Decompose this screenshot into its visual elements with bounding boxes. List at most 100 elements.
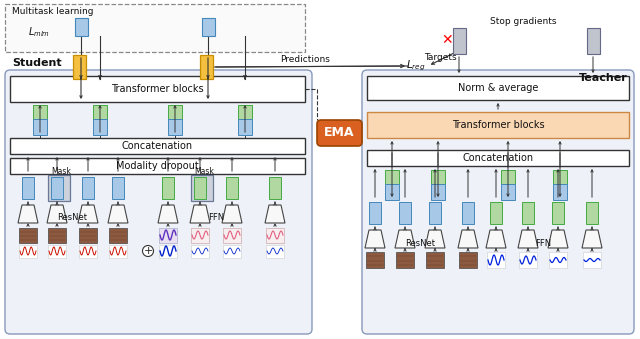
Bar: [93, 105, 107, 119]
Polygon shape: [548, 230, 568, 248]
Bar: [238, 105, 252, 119]
Bar: [75, 18, 88, 36]
Polygon shape: [190, 205, 210, 223]
Bar: [223, 245, 241, 258]
Bar: [462, 202, 474, 224]
Text: Stop gradients: Stop gradients: [490, 18, 557, 26]
Bar: [22, 177, 34, 199]
Text: FFN: FFN: [535, 239, 551, 248]
Bar: [48, 228, 66, 243]
Polygon shape: [78, 205, 98, 223]
Text: +: +: [143, 246, 153, 257]
Bar: [522, 202, 534, 224]
Bar: [162, 177, 174, 199]
Bar: [48, 175, 70, 201]
Polygon shape: [47, 205, 67, 223]
Bar: [552, 202, 564, 224]
Bar: [109, 245, 127, 258]
Text: Student: Student: [12, 58, 61, 68]
Polygon shape: [395, 230, 415, 248]
Bar: [366, 252, 384, 268]
Text: Mask: Mask: [194, 167, 214, 177]
Bar: [191, 175, 213, 201]
Bar: [168, 119, 182, 135]
Text: Multitask learning: Multitask learning: [12, 6, 93, 16]
Bar: [549, 252, 567, 268]
Bar: [367, 76, 629, 100]
Bar: [385, 184, 399, 200]
Polygon shape: [486, 230, 506, 248]
Polygon shape: [365, 230, 385, 248]
Polygon shape: [222, 205, 242, 223]
Text: ResNet: ResNet: [57, 214, 87, 222]
Text: Concatenation: Concatenation: [463, 153, 534, 163]
Bar: [194, 177, 206, 199]
Bar: [223, 228, 241, 243]
Bar: [553, 170, 567, 184]
Polygon shape: [425, 230, 445, 248]
Bar: [48, 245, 66, 258]
Bar: [431, 184, 445, 200]
Bar: [269, 177, 281, 199]
Text: Mask: Mask: [51, 167, 71, 177]
Bar: [385, 170, 399, 184]
Bar: [266, 245, 284, 258]
Text: Modality dropout: Modality dropout: [116, 161, 198, 171]
Bar: [10, 138, 305, 154]
Bar: [168, 105, 182, 119]
Text: Teacher: Teacher: [579, 73, 628, 83]
Bar: [191, 228, 209, 243]
Bar: [490, 202, 502, 224]
Polygon shape: [18, 205, 38, 223]
Bar: [82, 177, 94, 199]
Bar: [200, 55, 213, 79]
Bar: [73, 55, 86, 79]
Bar: [459, 252, 477, 268]
Polygon shape: [458, 230, 478, 248]
Bar: [93, 119, 107, 135]
Bar: [583, 252, 601, 268]
Polygon shape: [582, 230, 602, 248]
Bar: [429, 202, 441, 224]
Text: FFN: FFN: [208, 214, 224, 222]
Bar: [396, 252, 414, 268]
Bar: [33, 119, 47, 135]
Bar: [367, 150, 629, 166]
Bar: [79, 245, 97, 258]
Bar: [399, 202, 411, 224]
FancyBboxPatch shape: [362, 70, 634, 334]
Text: Targets: Targets: [424, 54, 456, 62]
Circle shape: [143, 245, 154, 257]
Text: Transformer blocks: Transformer blocks: [111, 84, 204, 94]
Text: Norm & average: Norm & average: [458, 83, 538, 93]
Bar: [202, 18, 215, 36]
Bar: [5, 4, 305, 52]
Polygon shape: [158, 205, 178, 223]
Bar: [519, 252, 537, 268]
Bar: [79, 228, 97, 243]
Bar: [369, 202, 381, 224]
Text: ResNet: ResNet: [405, 239, 435, 248]
Text: Concatenation: Concatenation: [122, 141, 193, 151]
Bar: [33, 105, 47, 119]
Text: $L_{reg}$: $L_{reg}$: [406, 59, 426, 73]
Bar: [191, 245, 209, 258]
Bar: [112, 177, 124, 199]
Bar: [426, 252, 444, 268]
Polygon shape: [265, 205, 285, 223]
Bar: [453, 28, 466, 54]
Bar: [109, 228, 127, 243]
Text: EMA: EMA: [324, 126, 355, 140]
Bar: [51, 177, 63, 199]
Text: ✕: ✕: [441, 33, 453, 47]
Bar: [501, 184, 515, 200]
Polygon shape: [108, 205, 128, 223]
Bar: [266, 228, 284, 243]
Text: Predictions: Predictions: [280, 56, 330, 64]
Bar: [19, 228, 37, 243]
Bar: [431, 170, 445, 184]
Bar: [10, 76, 305, 102]
Bar: [226, 177, 238, 199]
Bar: [487, 252, 505, 268]
Bar: [553, 184, 567, 200]
